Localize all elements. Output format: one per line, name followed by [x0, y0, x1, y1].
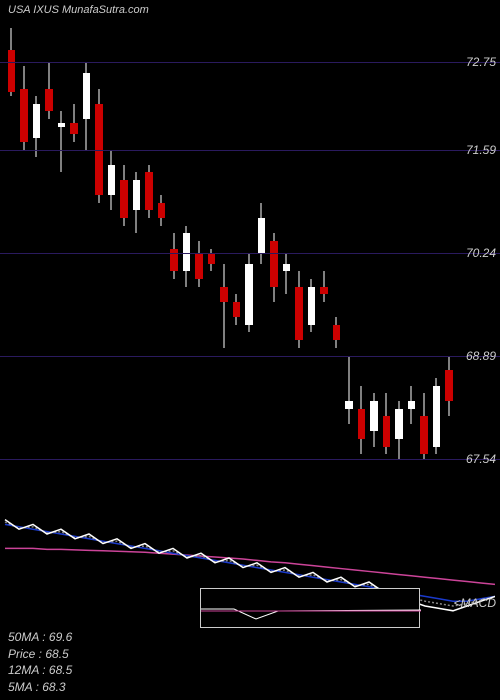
- price-label: Price : 68.5: [8, 646, 72, 663]
- ma12-label: 12MA : 68.5: [8, 662, 72, 679]
- candle: [445, 356, 453, 416]
- candle: [283, 253, 291, 294]
- candle: [308, 279, 316, 332]
- macd-indicator: <MACD: [0, 510, 500, 630]
- price-level-label: 71.59: [466, 143, 496, 157]
- candle: [133, 172, 141, 233]
- candle: [208, 249, 216, 272]
- candle: [33, 96, 41, 157]
- macd-label: <MACD: [454, 596, 496, 610]
- price-level-line: [0, 62, 500, 63]
- candle: [58, 111, 66, 172]
- candle: [95, 89, 103, 203]
- candle: [108, 150, 116, 210]
- candle: [145, 165, 153, 218]
- candle: [320, 271, 328, 301]
- candle: [45, 62, 53, 119]
- candle: [395, 401, 403, 459]
- candle: [20, 66, 28, 150]
- candle: [183, 226, 191, 287]
- price-level-line: [0, 253, 500, 254]
- candle: [433, 378, 441, 454]
- candle: [70, 104, 78, 142]
- price-level-line: [0, 459, 500, 460]
- candle: [158, 195, 166, 225]
- candle: [195, 241, 203, 287]
- candlestick-chart: [0, 20, 460, 500]
- price-level-label: 70.24: [466, 246, 496, 260]
- price-level-label: 67.54: [466, 452, 496, 466]
- candle: [83, 62, 91, 150]
- candle: [170, 233, 178, 279]
- candle: [233, 294, 241, 324]
- candle: [245, 253, 253, 332]
- price-level-line: [0, 150, 500, 151]
- candle: [408, 386, 416, 424]
- candle: [345, 356, 353, 424]
- chart-title: USA IXUS MunafaSutra.com: [8, 4, 149, 16]
- macd-inset: [200, 588, 420, 628]
- candle: [383, 393, 391, 454]
- candle: [420, 393, 428, 459]
- candle: [258, 203, 266, 264]
- candle: [358, 386, 366, 455]
- candle: [220, 264, 228, 348]
- price-level-label: 68.89: [466, 349, 496, 363]
- candle: [333, 317, 341, 347]
- price-level-line: [0, 356, 500, 357]
- candle: [295, 271, 303, 347]
- candle: [370, 393, 378, 446]
- candle: [120, 165, 128, 226]
- price-level-label: 72.75: [466, 55, 496, 69]
- moving-average-labels: 50MA : 69.6 Price : 68.5 12MA : 68.5 5MA…: [8, 629, 72, 696]
- ma5-label: 5MA : 68.3: [8, 679, 72, 696]
- candle: [270, 233, 278, 302]
- ma50-label: 50MA : 69.6: [8, 629, 72, 646]
